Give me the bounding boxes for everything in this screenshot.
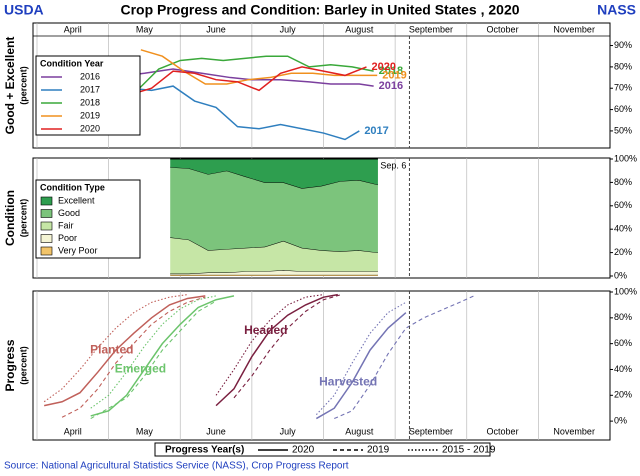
legend-label: 2020 <box>80 123 100 133</box>
progress-line <box>334 295 475 420</box>
month-label: June <box>206 426 226 436</box>
series-end-label: 2019 <box>382 69 406 81</box>
date-marker-label: Sep. 6 <box>380 160 406 170</box>
legend-label: Excellent <box>58 195 95 205</box>
progress-line <box>90 295 217 409</box>
series-line <box>130 85 360 141</box>
progress-line <box>315 312 407 420</box>
legend-swatch <box>40 209 53 218</box>
legend-box <box>35 55 141 136</box>
legend-box <box>35 179 141 259</box>
legend-label: 2016 <box>80 71 100 81</box>
month-label: November <box>553 426 595 436</box>
legend-swatch <box>40 234 53 243</box>
y-tick-label: 60% <box>614 104 632 114</box>
legend-label: 2019 <box>80 110 100 120</box>
legend-label: 2018 <box>80 97 100 107</box>
month-label: October <box>487 426 519 436</box>
series-end-label: 2020 <box>371 61 395 73</box>
legend-label: Poor <box>58 233 77 243</box>
legend-label: Good <box>58 208 80 218</box>
month-label: November <box>553 24 595 34</box>
series-line <box>140 49 378 85</box>
y-tick-label: 40% <box>614 364 632 374</box>
legend-label: Very Poor <box>58 245 98 255</box>
y-tick-label: 80% <box>614 312 632 322</box>
series-end-label: 2017 <box>364 125 388 137</box>
month-label: April <box>64 426 82 436</box>
usda-label: USDA <box>4 2 44 18</box>
month-label: May <box>136 24 154 34</box>
progress-line <box>215 293 338 407</box>
y-tick-label: 100% <box>614 286 637 296</box>
legend-title: Condition Year <box>40 58 104 68</box>
legend-label: 2017 <box>80 84 100 94</box>
progress-line <box>233 294 342 399</box>
y-tick-label: 60% <box>614 200 632 210</box>
month-label: August <box>345 426 374 436</box>
progress-line <box>90 300 217 420</box>
source: Source: National Agricultural Statistics… <box>4 461 349 472</box>
legend-swatch <box>40 246 53 256</box>
group-label: Headed <box>244 323 287 337</box>
y-tick-label: 20% <box>614 390 632 400</box>
y-axis-title: Condition <box>3 190 17 246</box>
y-tick-label: 40% <box>614 224 632 234</box>
legend-swatch <box>40 221 53 231</box>
chart-title: Crop Progress and Condition: Barley in U… <box>120 2 519 18</box>
legend-label: 2020 <box>292 445 315 456</box>
y-axis-title: Good + Excellent <box>3 37 17 135</box>
group-label: Planted <box>90 342 133 356</box>
legend-box <box>154 442 491 457</box>
group-label: Harvested <box>319 375 377 389</box>
y-axis-subtitle: (percent) <box>18 346 28 385</box>
legend-title: Progress Year(s) <box>165 445 244 456</box>
stack-area <box>170 159 378 189</box>
legend-title: Condition Type <box>40 182 105 192</box>
month-label: May <box>136 426 154 436</box>
y-tick-label: 60% <box>614 338 632 348</box>
y-tick-label: 50% <box>614 125 632 135</box>
y-tick-label: 70% <box>614 83 632 93</box>
legend-swatch <box>40 196 53 206</box>
series-line <box>129 66 367 96</box>
y-tick-label: 80% <box>614 61 632 71</box>
legend-label: 2019 <box>367 445 390 456</box>
month-label: July <box>280 24 297 34</box>
month-label: June <box>206 24 226 34</box>
month-label: October <box>487 24 519 34</box>
y-tick-label: 90% <box>614 40 632 50</box>
month-label: September <box>409 426 453 436</box>
y-axis-title: Progress <box>3 339 17 391</box>
series-end-label: 2018 <box>379 65 403 77</box>
series-end-label: 2016 <box>379 80 403 92</box>
progress-line <box>215 294 324 396</box>
progress-line <box>44 295 206 407</box>
progress-line <box>90 295 235 417</box>
month-label: September <box>409 24 453 34</box>
month-label: August <box>345 24 374 34</box>
y-tick-label: 100% <box>614 153 637 163</box>
stack-area <box>170 167 378 253</box>
progress-line <box>61 296 206 418</box>
y-axis-subtitle: (percent) <box>18 199 28 238</box>
legend-label: 2015 - 2019 <box>442 445 496 456</box>
series-line <box>136 55 374 91</box>
y-tick-label: 0% <box>614 270 627 280</box>
y-tick-label: 20% <box>614 247 632 257</box>
month-label: July <box>280 426 297 436</box>
stack-area <box>170 237 378 274</box>
y-axis-subtitle: (percent) <box>18 66 28 105</box>
nass-label: NASS <box>597 2 636 18</box>
y-tick-label: 0% <box>614 416 627 426</box>
month-label: April <box>64 24 82 34</box>
legend-label: Fair <box>58 220 74 230</box>
y-tick-label: 80% <box>614 177 632 187</box>
progress-line <box>315 301 407 416</box>
group-label: Emerged <box>115 362 166 376</box>
